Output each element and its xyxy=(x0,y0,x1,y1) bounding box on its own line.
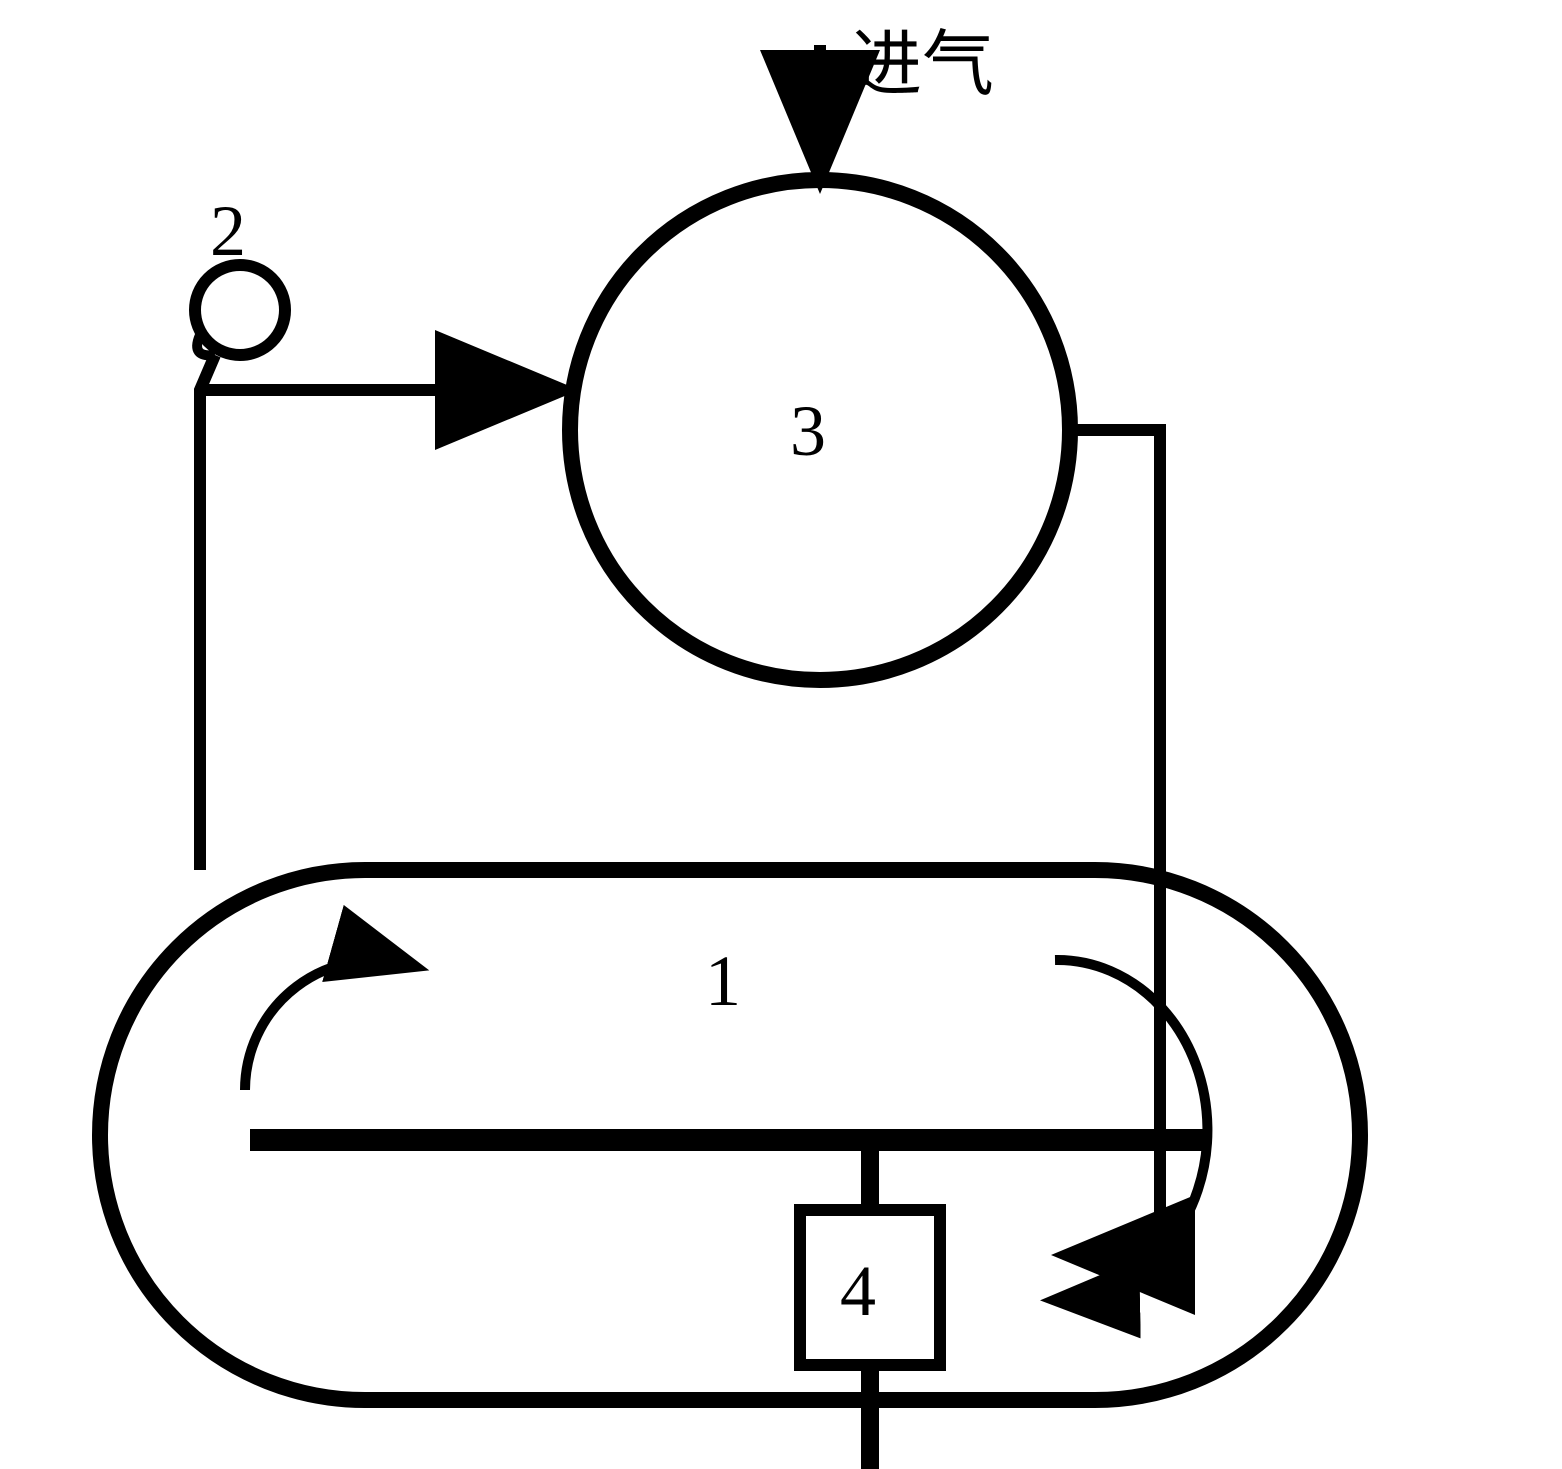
diagram-container: 进气 2 3 1 4 xyxy=(0,0,1562,1469)
label-1: 1 xyxy=(705,940,741,1023)
inlet-gas-label: 进气 xyxy=(850,5,994,110)
circulation-arrow-left xyxy=(245,960,410,1090)
label-3: 3 xyxy=(790,390,826,473)
label-4: 4 xyxy=(840,1250,876,1333)
pipe-left-vertical xyxy=(200,355,215,870)
label-2: 2 xyxy=(210,190,246,273)
pump-component-2 xyxy=(195,265,285,355)
